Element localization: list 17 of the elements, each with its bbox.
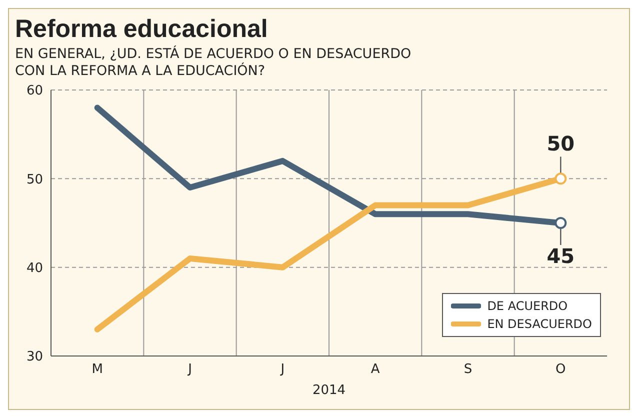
chart-subtitle: EN GENERAL, ¿UD. ESTÁ DE ACUERDO O EN DESACUERDO CON LA REFORMA A LA EDUCACIÓN?: [14, 44, 412, 80]
chart-title: Reforma educacional: [14, 14, 269, 44]
legend-label: DE ACUERDO: [487, 299, 568, 313]
x-axis-title: 2014: [312, 383, 346, 398]
legend-label: EN DESACUERDO: [487, 317, 592, 331]
x-tick-label: O: [556, 362, 566, 378]
y-tick-label: 40: [26, 260, 43, 276]
annotation: 50: [546, 132, 575, 156]
y-tick-label: 60: [26, 84, 43, 99]
x-tick-label: J: [280, 362, 285, 378]
x-tick-label: A: [370, 362, 380, 378]
y-tick-label: 30: [26, 350, 43, 365]
annotation: 45: [546, 244, 575, 268]
x-tick-label: S: [464, 362, 472, 378]
y-tick-label: 50: [26, 172, 43, 188]
x-tick-label: M: [92, 362, 103, 378]
x-tick-label: J: [187, 362, 192, 378]
